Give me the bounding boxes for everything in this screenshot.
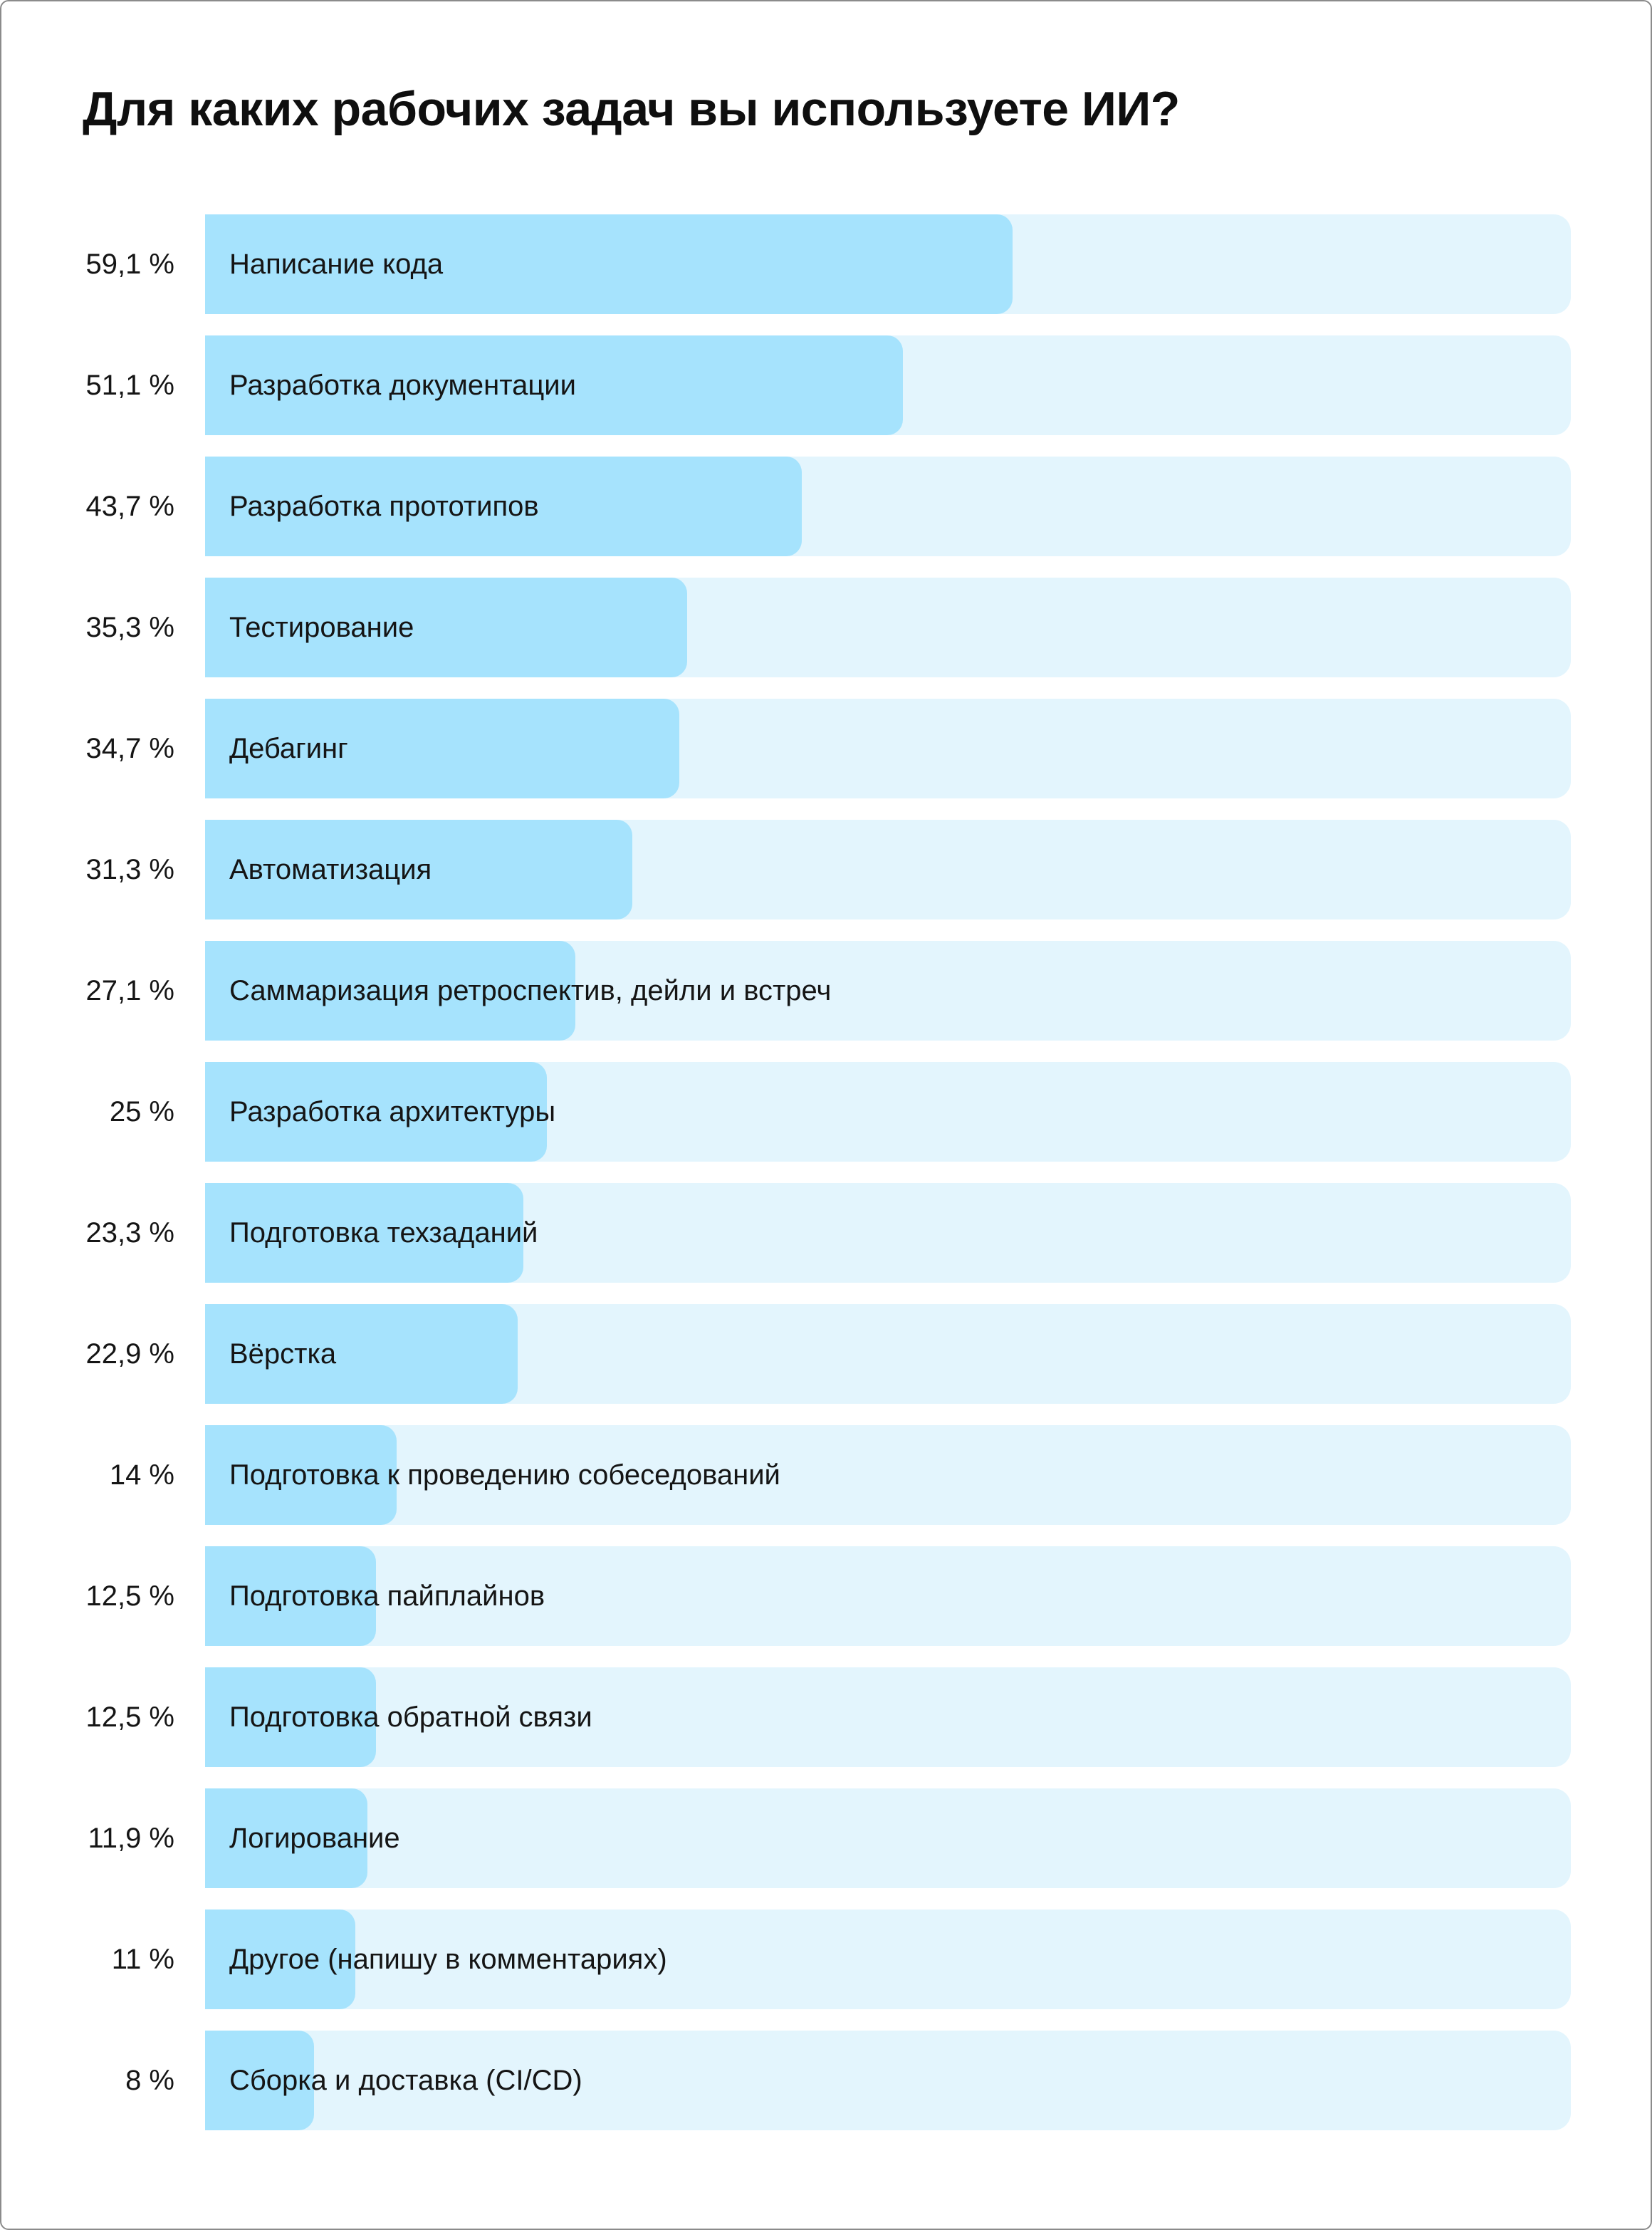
bar-value-label: 31,3 % (85, 853, 174, 885)
bar-fill (205, 1909, 355, 2009)
bar-fill (205, 820, 633, 919)
bar-category-label: Логирование (229, 1822, 400, 1854)
bar-category-label: Саммаризация ретроспектив, дейли и встре… (229, 974, 832, 1006)
bar-value-label: 35,3 % (85, 611, 174, 643)
bar-chart: 59,1 % Написание кода 51,1 % Разработка док… (1, 214, 1571, 2152)
bar-fill (205, 1183, 523, 1283)
bar-track: Сборка и доставка (CI/CD) (205, 2031, 1571, 2130)
bar-value-label: 14 % (109, 1459, 174, 1491)
bar-row: 27,1 % Саммаризация ретроспектив, дейли и… (1, 941, 1571, 1041)
bar-value-label: 51,1 % (85, 369, 174, 401)
bar-row: 14 % Подготовка к проведению собеседовани… (1, 1425, 1571, 1525)
bar-row: 11,9 % Логирование (1, 1788, 1571, 1888)
bar-track: Разработка документации (205, 335, 1571, 435)
bar-category-label: Подготовка к проведению собеседований (229, 1459, 780, 1491)
bar-row: 43,7 % Разработка прототипов (1, 457, 1571, 556)
bar-row: 22,9 % Вёрстка (1, 1304, 1571, 1404)
bar-category-label: Другое (напишу в комментариях) (229, 1943, 667, 1975)
bar-row: 35,3 % Тестирование (1, 578, 1571, 677)
bar-track: Подготовка техзаданий (205, 1183, 1571, 1283)
bar-category-label: Написание кода (229, 248, 444, 280)
bar-track: Разработка прототипов (205, 457, 1571, 556)
bar-category-label: Дебагинг (229, 732, 348, 764)
bar-track: Автоматизация (205, 820, 1571, 919)
bar-value-label: 11 % (111, 1943, 174, 1975)
bar-track: Логирование (205, 1788, 1571, 1888)
bar-row: 59,1 % Написание кода (1, 214, 1571, 314)
bar-value-label: 12,5 % (85, 1580, 174, 1612)
bar-category-label: Разработка прототипов (229, 490, 539, 522)
bar-track: Подготовка пайплайнов (205, 1546, 1571, 1646)
bar-category-label: Автоматизация (229, 853, 432, 885)
bar-value-label: 23,3 % (85, 1216, 174, 1249)
bar-row: 31,3 % Автоматизация (1, 820, 1571, 919)
bar-fill (205, 1667, 376, 1767)
bar-fill (205, 1425, 397, 1525)
bar-track: Другое (напишу в комментариях) (205, 1909, 1571, 2009)
bar-fill (205, 941, 575, 1041)
bar-row: 25 % Разработка архитектуры (1, 1062, 1571, 1162)
bar-fill (205, 1546, 376, 1646)
bar-value-label: 27,1 % (85, 974, 174, 1006)
bar-fill (205, 1788, 368, 1888)
bar-value-label: 25 % (109, 1095, 174, 1127)
bar-row: 8 % Сборка и доставка (CI/CD) (1, 2031, 1571, 2130)
bar-track: Дебагинг (205, 699, 1571, 798)
bar-row: 34,7 % Дебагинг (1, 699, 1571, 798)
bar-row: 12,5 % Подготовка пайплайнов (1, 1546, 1571, 1646)
bar-row: 12,5 % Подготовка обратной связи (1, 1667, 1571, 1767)
bar-row: 23,3 % Подготовка техзаданий (1, 1183, 1571, 1283)
bar-category-label: Разработка документации (229, 369, 576, 401)
bar-fill (205, 214, 1013, 314)
bar-fill (205, 1062, 547, 1162)
bar-value-label: 22,9 % (85, 1338, 174, 1370)
bar-category-label: Разработка архитектуры (229, 1095, 556, 1127)
bar-category-label: Подготовка обратной связи (229, 1701, 592, 1733)
bar-category-label: Подготовка пайплайнов (229, 1580, 545, 1612)
bar-value-label: 59,1 % (85, 248, 174, 280)
bar-fill (205, 578, 688, 677)
bar-value-label: 34,7 % (85, 732, 174, 764)
bar-fill (205, 699, 679, 798)
bar-fill (205, 1304, 518, 1404)
bar-value-label: 12,5 % (85, 1701, 174, 1733)
chart-title: Для каких рабочих задач вы используете И… (83, 82, 1180, 136)
bar-category-label: Вёрстка (229, 1338, 337, 1370)
bar-track: Саммаризация ретроспектив, дейли и встре… (205, 941, 1571, 1041)
bar-track: Подготовка обратной связи (205, 1667, 1571, 1767)
bar-fill (205, 335, 904, 435)
bar-track: Тестирование (205, 578, 1571, 677)
bar-row: 11 % Другое (напишу в комментариях) (1, 1909, 1571, 2009)
bar-row: 51,1 % Разработка документации (1, 335, 1571, 435)
bar-category-label: Подготовка техзаданий (229, 1216, 538, 1249)
bar-value-label: 8 % (125, 2064, 174, 2096)
bar-track: Написание кода (205, 214, 1571, 314)
bar-category-label: Сборка и доставка (CI/CD) (229, 2064, 582, 2096)
bar-track: Вёрстка (205, 1304, 1571, 1404)
bar-fill (205, 2031, 315, 2130)
bar-category-label: Тестирование (229, 611, 414, 643)
bar-fill (205, 457, 803, 556)
bar-value-label: 43,7 % (85, 490, 174, 522)
bar-track: Подготовка к проведению собеседований (205, 1425, 1571, 1525)
bar-track: Разработка архитектуры (205, 1062, 1571, 1162)
bar-value-label: 11,9 % (88, 1822, 174, 1854)
